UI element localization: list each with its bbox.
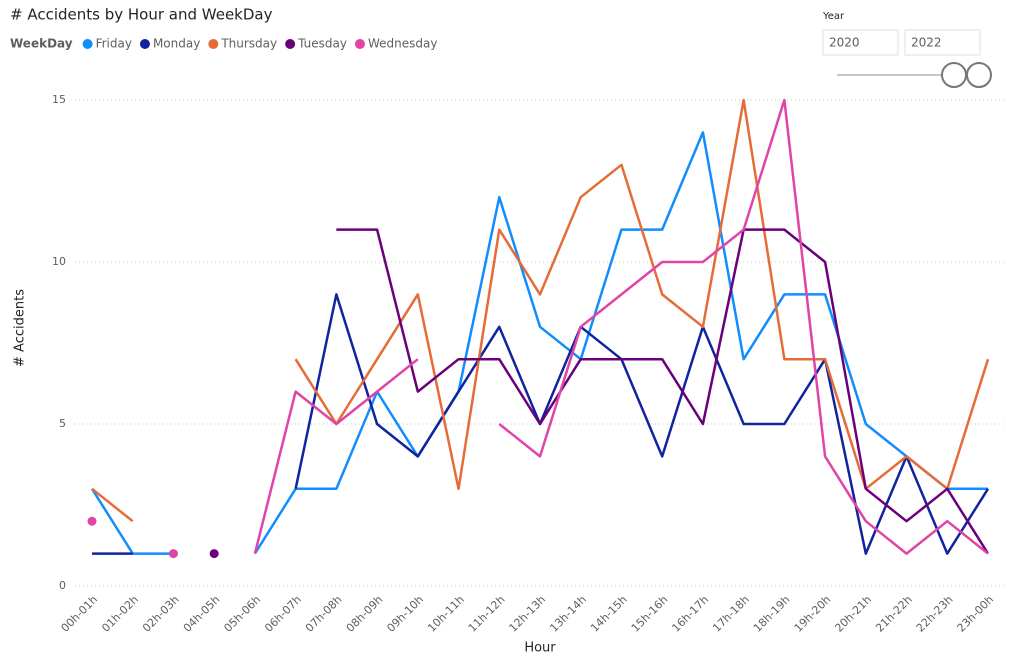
line: [253, 131, 988, 555]
legend-swatch: [139, 39, 150, 49]
point: [87, 516, 97, 526]
point: [168, 549, 178, 559]
line: [91, 487, 134, 523]
x-tick-label: 17h-18h: [710, 593, 752, 635]
x-tick-label: 04h-05h: [181, 593, 223, 635]
slicer-title: Year: [822, 11, 845, 22]
legend-label: Friday: [96, 37, 132, 51]
x-tick-label: 15h-16h: [629, 593, 671, 635]
y-axis-title: # Accidents: [13, 289, 28, 367]
slicer-start-box[interactable]: [822, 29, 899, 56]
x-tick-label: 19h-20h: [792, 593, 834, 635]
x-tick-label: 21h-22h: [873, 593, 915, 635]
series: [209, 228, 990, 559]
x-tick-label: 16h-17h: [669, 593, 711, 635]
series: [92, 293, 990, 555]
legend-label: Tuesday: [297, 37, 347, 51]
x-tick-label: 09h-10h: [384, 593, 426, 635]
legend-label: Wednesday: [368, 37, 437, 51]
x-tick-label: 05h-06h: [221, 593, 263, 635]
line: [253, 358, 419, 554]
x-axis-title: Hour: [524, 641, 556, 656]
x-tick-label: 02h-03h: [140, 593, 182, 635]
series: [87, 98, 989, 559]
x-tick-label: 22h-23h: [914, 593, 956, 635]
legend-title: WeekDay: [10, 37, 73, 51]
line: [294, 293, 990, 555]
legend-label: Thursday: [220, 37, 277, 51]
x-tick-label: 00h-01h: [59, 593, 101, 635]
legend-swatch: [208, 39, 219, 49]
y-tick-label: 15: [52, 93, 66, 106]
x-tick-label: 06h-07h: [262, 593, 304, 635]
x-tick-label: 08h-09h: [344, 593, 386, 635]
chart-title: # Accidents by Hour and WeekDay: [10, 6, 273, 24]
line: [294, 98, 990, 491]
x-tick-label: 13h-14h: [547, 593, 589, 635]
legend-swatch: [82, 39, 93, 49]
y-tick-label: 0: [59, 579, 66, 592]
x-tick-label: 07h-08h: [303, 593, 345, 635]
slider-handle[interactable]: [966, 62, 992, 88]
series: [91, 98, 990, 523]
line: [498, 98, 989, 555]
x-tick-label: 20h-21h: [832, 593, 874, 635]
x-tick-label: 10h-11h: [425, 593, 467, 635]
x-tick-label: 23h-00h: [955, 593, 997, 635]
x-tick-label: 11h-12h: [466, 593, 508, 635]
slicer-end-box[interactable]: [904, 29, 981, 56]
y-tick-label: 10: [52, 255, 66, 268]
year-slicer: Year 2020 2022: [822, 11, 992, 88]
x-tick-label: 18h-19h: [751, 593, 793, 635]
point: [209, 549, 219, 559]
x-tick-label: 01h-02h: [99, 593, 141, 635]
legend-label: Monday: [153, 37, 200, 51]
legend-swatch: [285, 39, 296, 49]
slider-handle[interactable]: [941, 62, 967, 88]
slicer-end: 2022: [911, 36, 942, 50]
line: [336, 228, 990, 555]
x-tick-label: 14h-15h: [588, 593, 630, 635]
legend-swatch: [354, 39, 365, 49]
slicer-start: 2020: [829, 36, 860, 50]
y-tick-label: 5: [59, 417, 66, 430]
x-tick-label: 12h-13h: [507, 593, 549, 635]
